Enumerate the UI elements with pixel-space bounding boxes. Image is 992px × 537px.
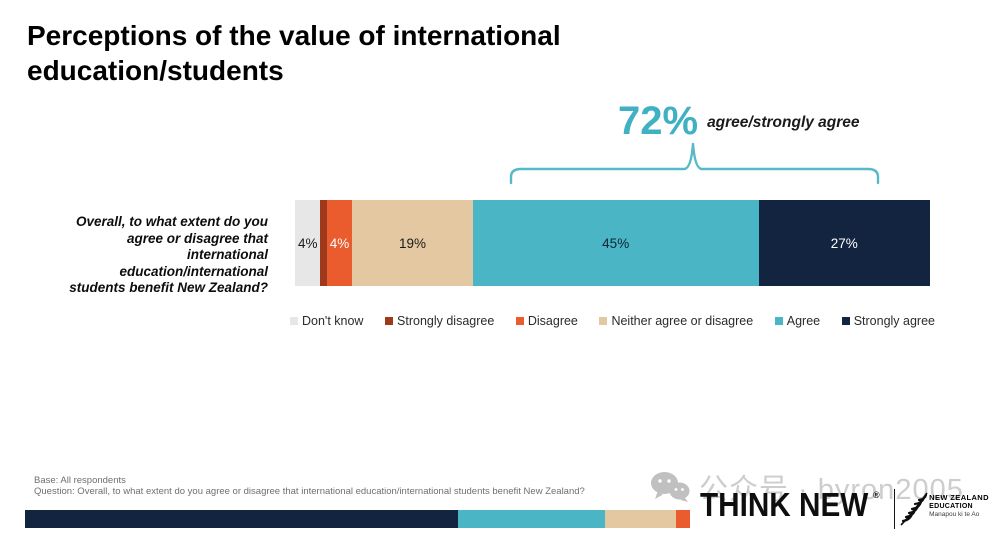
bar-segment-label: 19% bbox=[398, 235, 426, 251]
legend-item-strongly-agree: Strongly agree bbox=[841, 314, 935, 328]
bottom-strip bbox=[25, 510, 690, 528]
legend-item-don-t-know: Don't know bbox=[290, 314, 363, 328]
legend-item-strongly-disagree: Strongly disagree bbox=[385, 314, 494, 328]
legend-label: Neither agree or disagree bbox=[611, 314, 754, 328]
legend-swatch bbox=[515, 317, 524, 325]
think-new-logo: THINK NEW bbox=[700, 486, 869, 523]
org-name-line2: EDUCATION bbox=[929, 502, 973, 510]
question-label: Overall, to what extent do you agree or … bbox=[69, 214, 268, 295]
strip-segment bbox=[676, 510, 690, 528]
bar-segment-label: 45% bbox=[602, 235, 630, 251]
footnote-base: Base: All respondents bbox=[34, 475, 126, 486]
legend-label: Strongly disagree bbox=[397, 314, 495, 328]
bar-segment-don-t-know: 4% bbox=[295, 200, 321, 286]
bar-segment-neither-agree-or-disagree: 19% bbox=[352, 200, 473, 286]
legend-item-neither-agree-or-disagree: Neither agree or disagree bbox=[599, 314, 753, 328]
brand-footer: THINK NEW ® NEW ZEALAND EDUCATION Manapo… bbox=[700, 488, 989, 529]
bracket-brace bbox=[509, 142, 880, 185]
legend-label: Agree bbox=[786, 314, 821, 328]
page-title: Perceptions of the value of internationa… bbox=[27, 20, 561, 86]
legend-label: Don't know bbox=[302, 314, 364, 328]
legend-swatch bbox=[385, 317, 394, 325]
footnote: Base: All respondents Question: Overall,… bbox=[34, 475, 585, 497]
legend-swatch bbox=[841, 317, 850, 325]
strip-segment bbox=[25, 510, 458, 528]
legend-item-agree: Agree bbox=[774, 314, 821, 328]
strip-segment bbox=[458, 510, 605, 528]
bar-segment-strongly-agree: 27% bbox=[758, 200, 931, 286]
annotation-label: agree/strongly agree bbox=[707, 114, 860, 131]
bar-segment-disagree: 4% bbox=[326, 200, 353, 286]
legend-swatch bbox=[290, 317, 298, 325]
legend-label: Disagree bbox=[527, 314, 578, 328]
stacked-bar: 4% 4% 19% 45% 27% bbox=[295, 200, 931, 286]
footnote-question: Question: Overall, to what extent do you… bbox=[34, 485, 585, 497]
org-tagline: Manapou ki te Ao bbox=[929, 511, 980, 518]
strip-segment bbox=[605, 510, 676, 528]
org-name-line1: NEW ZEALAND bbox=[929, 493, 989, 502]
legend-item-disagree: Disagree bbox=[515, 314, 578, 328]
bar-segment-label: 4% bbox=[297, 235, 318, 251]
logo-divider bbox=[893, 489, 896, 529]
annotation-callout: 72% agree/strongly agree bbox=[618, 99, 860, 143]
bar-segment-label: 4% bbox=[329, 235, 350, 251]
annotation-value: 72% bbox=[618, 99, 699, 143]
org-name-block: NEW ZEALAND EDUCATION Manapou ki te Ao bbox=[929, 493, 989, 520]
bar-segment-label: 27% bbox=[830, 235, 858, 251]
registered-trademark: ® bbox=[872, 490, 880, 500]
legend-swatch bbox=[774, 317, 783, 325]
legend: Don't know Strongly disagree Disagree Neith… bbox=[290, 314, 935, 328]
wechat-icon bbox=[651, 472, 690, 502]
legend-swatch bbox=[599, 317, 608, 325]
legend-label: Strongly agree bbox=[853, 314, 935, 328]
bar-segment-agree: 45% bbox=[472, 200, 759, 286]
fern-icon bbox=[900, 492, 928, 526]
bar-segment-strongly-disagree bbox=[320, 200, 327, 286]
